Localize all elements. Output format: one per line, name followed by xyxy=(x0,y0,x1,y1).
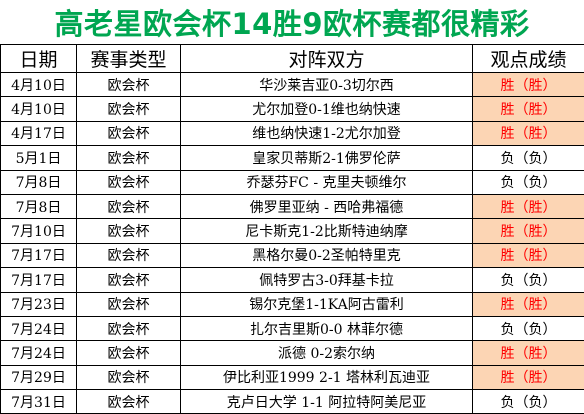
cell-result: 负（负） xyxy=(473,390,584,414)
cell-match: 佛罗里亚纳 - 西哈弗福德 xyxy=(181,194,473,218)
cell-date: 7月29日 xyxy=(1,365,77,389)
cell-type: 欧会杯 xyxy=(77,390,181,414)
header-type: 赛事类型 xyxy=(77,45,181,73)
cell-type: 欧会杯 xyxy=(77,219,181,243)
table-row: 7月8日 欧会杯 佛罗里亚纳 - 西哈弗福德 胜（胜） xyxy=(1,194,584,218)
cell-type: 欧会杯 xyxy=(77,243,181,267)
table-row: 7月31日 欧会杯 克卢日大学 1-1 阿拉特阿美尼亚 负（负） xyxy=(1,390,584,414)
cell-result: 胜（胜） xyxy=(473,243,584,267)
table-row: 7月29日 欧会杯 伊比利亚1999 2-1 塔林利瓦迪亚 胜（胜） xyxy=(1,365,584,389)
table-row: 7月23日 欧会杯 锡尔克堡1-1KA阿古雷利 胜（胜） xyxy=(1,292,584,316)
cell-match: 尼卡斯克1-2比斯特迪纳摩 xyxy=(181,219,473,243)
table-row: 7月8日 欧会杯 乔瑟芬FC - 克里夫顿维尔 负（负） xyxy=(1,170,584,194)
cell-result: 负（负） xyxy=(473,170,584,194)
cell-result: 负（负） xyxy=(473,316,584,340)
cell-date: 7月17日 xyxy=(1,268,77,292)
cell-result: 胜（胜） xyxy=(473,97,584,121)
cell-result: 胜（胜） xyxy=(473,292,584,316)
cell-result: 胜（胜） xyxy=(473,341,584,365)
cell-match: 维也纳快速1-2尤尔加登 xyxy=(181,121,473,145)
cell-date: 5月1日 xyxy=(1,146,77,170)
cell-date: 7月24日 xyxy=(1,341,77,365)
page-title: 高老星欧会杯14胜9欧杯赛都很精彩 xyxy=(54,1,529,43)
table-row: 7月17日 欧会杯 佩特罗古3-0拜基卡拉 负（负） xyxy=(1,268,584,292)
cell-match: 锡尔克堡1-1KA阿古雷利 xyxy=(181,292,473,316)
cell-type: 欧会杯 xyxy=(77,341,181,365)
cell-type: 欧会杯 xyxy=(77,316,181,340)
cell-match: 黑格尔曼0-2圣帕特里克 xyxy=(181,243,473,267)
header-match: 对阵双方 xyxy=(181,45,473,73)
table-row: 4月10日 欧会杯 尤尔加登0-1维也纳快速 胜（胜） xyxy=(1,97,584,121)
cell-result: 负（负） xyxy=(473,268,584,292)
header-date: 日期 xyxy=(1,45,77,73)
cell-type: 欧会杯 xyxy=(77,146,181,170)
cell-result: 胜（胜） xyxy=(473,194,584,218)
cell-date: 7月8日 xyxy=(1,194,77,218)
cell-date: 4月10日 xyxy=(1,97,77,121)
cell-match: 华沙莱吉亚0-3切尔西 xyxy=(181,73,473,97)
table-row: 7月24日 欧会杯 派德 0-2索尔纳 胜（胜） xyxy=(1,341,584,365)
cell-date: 4月17日 xyxy=(1,121,77,145)
cell-result: 胜（胜） xyxy=(473,73,584,97)
cell-match: 伊比利亚1999 2-1 塔林利瓦迪亚 xyxy=(181,365,473,389)
header-row: 日期 赛事类型 对阵双方 观点成绩 xyxy=(1,45,584,73)
cell-match: 扎尔吉里斯0-0 林菲尔德 xyxy=(181,316,473,340)
cell-type: 欧会杯 xyxy=(77,194,181,218)
table-row: 7月10日 欧会杯 尼卡斯克1-2比斯特迪纳摩 胜（胜） xyxy=(1,219,584,243)
table-row: 4月17日 欧会杯 维也纳快速1-2尤尔加登 胜（胜） xyxy=(1,121,584,145)
cell-match: 佩特罗古3-0拜基卡拉 xyxy=(181,268,473,292)
cell-result: 负（负） xyxy=(473,146,584,170)
cell-date: 7月17日 xyxy=(1,243,77,267)
cell-match: 皇家贝蒂斯2-1佛罗伦萨 xyxy=(181,146,473,170)
cell-type: 欧会杯 xyxy=(77,268,181,292)
results-table: 日期 赛事类型 对阵双方 观点成绩 4月10日 欧会杯 华沙莱吉亚0-3切尔西 … xyxy=(0,44,584,414)
cell-date: 7月31日 xyxy=(1,390,77,414)
cell-match: 乔瑟芬FC - 克里夫顿维尔 xyxy=(181,170,473,194)
cell-date: 7月10日 xyxy=(1,219,77,243)
cell-match: 派德 0-2索尔纳 xyxy=(181,341,473,365)
cell-type: 欧会杯 xyxy=(77,365,181,389)
cell-date: 7月23日 xyxy=(1,292,77,316)
cell-result: 胜（胜） xyxy=(473,365,584,389)
cell-type: 欧会杯 xyxy=(77,73,181,97)
cell-date: 4月10日 xyxy=(1,73,77,97)
table-row: 4月10日 欧会杯 华沙莱吉亚0-3切尔西 胜（胜） xyxy=(1,73,584,97)
cell-result: 胜（胜） xyxy=(473,219,584,243)
cell-type: 欧会杯 xyxy=(77,97,181,121)
cell-date: 7月8日 xyxy=(1,170,77,194)
table-body: 4月10日 欧会杯 华沙莱吉亚0-3切尔西 胜（胜） 4月10日 欧会杯 尤尔加… xyxy=(1,73,584,414)
cell-type: 欧会杯 xyxy=(77,170,181,194)
title-bar: 高老星欧会杯14胜9欧杯赛都很精彩 xyxy=(0,0,584,44)
cell-type: 欧会杯 xyxy=(77,121,181,145)
table-row: 5月1日 欧会杯 皇家贝蒂斯2-1佛罗伦萨 负（负） xyxy=(1,146,584,170)
cell-type: 欧会杯 xyxy=(77,292,181,316)
table-row: 7月17日 欧会杯 黑格尔曼0-2圣帕特里克 胜（胜） xyxy=(1,243,584,267)
cell-result: 胜（胜） xyxy=(473,121,584,145)
cell-match: 克卢日大学 1-1 阿拉特阿美尼亚 xyxy=(181,390,473,414)
table-row: 7月24日 欧会杯 扎尔吉里斯0-0 林菲尔德 负（负） xyxy=(1,316,584,340)
cell-match: 尤尔加登0-1维也纳快速 xyxy=(181,97,473,121)
cell-date: 7月24日 xyxy=(1,316,77,340)
header-result: 观点成绩 xyxy=(473,45,584,73)
